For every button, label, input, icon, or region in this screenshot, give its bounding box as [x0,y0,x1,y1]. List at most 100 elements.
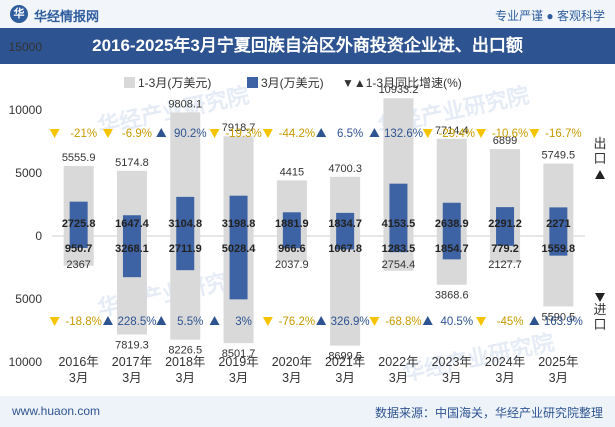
up-triangle-icon [156,128,167,137]
import-monthly-label: 966.6 [278,243,306,255]
export-monthly-bar [282,212,301,236]
export-cumulative-label: 9808.1 [168,98,202,110]
export-monthly-bar [69,201,88,236]
watermark-layer: 华经产业研究院华经产业研究院华经产业研究院华经产业研究院 [96,82,557,385]
export-monthly-bar [389,183,408,236]
up-triangle-icon [209,316,220,325]
x-tick-label-year: 2024年 [485,355,525,369]
x-tick-label-year: 2017年 [112,355,152,369]
x-tick-label-year: 2023年 [432,355,472,369]
export-growth-label: 6.5% [337,128,363,140]
down-triangle-icon [49,317,60,326]
export-monthly-bar [176,196,195,236]
watermark-text: 华经产业研究院 [401,329,557,385]
export-monthly-label: 3198.8 [222,218,256,230]
down-triangle-icon [49,129,60,138]
export-monthly-bar [229,195,248,236]
x-tick-label-month: 3月 [282,371,301,385]
import-monthly-bar [496,236,515,246]
export-monthly-label: 2291.2 [488,218,522,230]
import-monthly-bar [442,236,461,260]
up-triangle-icon [422,316,433,325]
top-bar: 华 华经情报网 专业严谨 ● 客观科学 [0,0,615,28]
import-monthly-bar [69,236,88,248]
import-monthly-label: 5028.4 [222,243,257,255]
export-cumulative-label: 10933.2 [379,84,419,96]
export-cumulative-label: 5749.5 [542,150,576,162]
export-cumulative-label: 4700.3 [328,163,362,175]
legend-item-growth: ▼▲1-3月同比增速(%) [342,74,462,91]
x-tick-label-year: 2025年 [538,355,578,369]
export-monthly-bar [336,212,355,236]
import-cumulative-label: 2754.4 [382,259,416,271]
legend-label-cumulative: 1-3月(万美元) [138,76,212,90]
import-monthly-bar [336,236,355,250]
legend-item-monthly: 3月(万美元) [247,74,324,91]
y-tick-label: 15000 [9,40,43,54]
import-cumulative-label: 7819.3 [115,340,149,352]
import-monthly-label: 3268.1 [115,243,149,255]
legend-label-monthly: 3月(万美元) [261,76,324,90]
export-monthly-label: 1834.7 [328,218,362,230]
import-growth-label: 3% [235,316,252,328]
down-triangle-icon [476,129,487,138]
export-monthly-bar [549,207,568,236]
import-monthly-bar [122,236,141,278]
export-monthly-label: 2725.8 [62,218,96,230]
import-cumulative-label: 8226.5 [168,345,202,357]
import-monthly-bar [176,236,195,271]
legend-item-cumulative: 1-3月(万美元) [124,74,211,91]
import-monthly-bar [389,236,408,253]
y-tick-label: 5000 [15,292,42,306]
import-monthly-label: 1067.8 [328,243,362,255]
import-cumulative-label: 2367 [66,259,90,271]
x-tick-label-month: 3月 [549,371,568,385]
x-axis: 2016年 3月 2017年 3月 2018年 3月 2019年 3月 2020年 3月 2021年… [58,355,578,385]
import-cumulative-label: 5590.5 [542,311,576,323]
import-growth-label: -18.8% [65,316,101,328]
chart-canvas: 华经产业研究院华经产业研究院华经产业研究院华经产业研究院 20000150001… [9,40,607,386]
import-cumulative-label: 2127.7 [488,259,522,271]
legend-swatch-monthly [247,77,258,88]
up-triangle-icon [316,128,327,137]
import-growth-label: -76.2% [279,316,315,328]
brand-name: 华经情报网 [34,9,100,24]
footer: www.huaon.com 数据来源：中国海关，华经产业研究院整理 [0,396,615,427]
export-growth-label: -21% [70,128,97,140]
import-growth-label: 40.5% [440,316,473,328]
import-monthly-label: 1559.8 [542,243,576,255]
x-tick-label-year: 2021年 [325,355,365,369]
export-monthly-bar [122,215,141,236]
side-label-import: 口 [593,317,606,332]
y-tick-label: 10000 [9,355,43,369]
import-growth-label: 163.9% [544,316,583,328]
import-cumulative-label: 8501.7 [222,348,256,360]
import-monthly-label: 2711.9 [169,243,202,255]
y-tick-label: 5000 [15,166,42,180]
export-growth-label: -6.9% [122,128,152,140]
export-growth-label: -44.2% [279,128,315,140]
slogan: 专业严谨 ● 客观科学 [495,9,605,23]
down-triangle-icon [102,129,113,138]
x-tick-label-month: 3月 [389,371,408,385]
import-growth-label: -68.8% [385,316,421,328]
up-triangle-icon [529,316,540,325]
export-growth-label: -16.7% [545,128,581,140]
import-growth-label: 228.5% [117,316,156,328]
arrow-up-icon [595,170,605,179]
x-tick-label-year: 2019年 [218,355,258,369]
bar-layer [63,98,574,346]
export-monthly-bar [496,207,515,236]
x-tick-label-month: 3月 [69,371,88,385]
y-tick-label: 0 [35,229,42,243]
import-monthly-label: 950.7 [65,243,93,255]
footer-url[interactable]: www.huaon.com [12,404,101,418]
chart-title: 2016-2025年3月宁夏回族自治区外商投资企业进、出口额 [92,36,523,55]
export-cumulative-label: 6899 [493,135,517,147]
import-monthly-label: 1854.7 [435,243,469,255]
x-tick-label-month: 3月 [229,371,248,385]
title-bar: 2016-2025年3月宁夏回族自治区外商投资企业进、出口额 [0,28,615,64]
export-growth-label: 132.6% [384,128,423,140]
export-cumulative-label: 5174.8 [115,157,149,169]
